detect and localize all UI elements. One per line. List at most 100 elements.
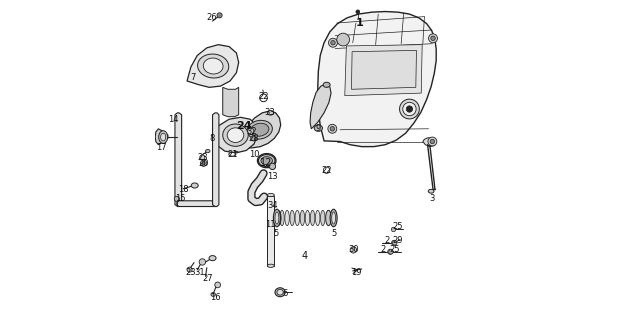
Ellipse shape (310, 210, 315, 226)
Polygon shape (212, 117, 258, 153)
Polygon shape (345, 45, 422, 96)
Text: 27: 27 (203, 274, 213, 283)
Circle shape (201, 160, 207, 166)
Ellipse shape (267, 194, 274, 197)
Circle shape (248, 128, 254, 134)
Polygon shape (238, 111, 281, 148)
Circle shape (406, 106, 413, 112)
Ellipse shape (198, 54, 229, 78)
Text: 11: 11 (265, 220, 276, 229)
Circle shape (388, 249, 393, 254)
Circle shape (430, 139, 435, 144)
Circle shape (269, 163, 276, 170)
Text: 20: 20 (198, 159, 209, 168)
Ellipse shape (275, 212, 279, 224)
Circle shape (199, 259, 206, 265)
Text: 24: 24 (237, 121, 252, 131)
Polygon shape (177, 201, 217, 206)
Bar (267, 196, 274, 266)
Ellipse shape (267, 264, 274, 268)
Ellipse shape (259, 155, 275, 167)
Circle shape (251, 136, 256, 141)
Text: 6: 6 (282, 289, 288, 298)
Text: 10: 10 (248, 150, 259, 159)
Text: 13: 13 (267, 172, 278, 181)
Text: 31: 31 (194, 268, 204, 277)
Ellipse shape (305, 210, 309, 226)
Text: 9: 9 (316, 124, 321, 133)
Text: 23: 23 (198, 153, 208, 162)
Circle shape (428, 34, 438, 43)
Ellipse shape (191, 183, 198, 188)
Ellipse shape (267, 111, 274, 115)
Text: 30: 30 (348, 245, 359, 254)
Polygon shape (223, 87, 238, 117)
Ellipse shape (277, 289, 283, 295)
Text: 5: 5 (273, 229, 278, 238)
Text: 29: 29 (392, 236, 403, 245)
Ellipse shape (300, 210, 304, 226)
Ellipse shape (203, 58, 223, 74)
Text: 19: 19 (351, 268, 361, 277)
Circle shape (260, 94, 267, 102)
Ellipse shape (261, 157, 272, 164)
Text: 22: 22 (259, 92, 269, 101)
Text: 25: 25 (389, 245, 399, 254)
Ellipse shape (403, 102, 416, 116)
Ellipse shape (295, 210, 299, 226)
Text: 2: 2 (384, 236, 390, 245)
Ellipse shape (285, 210, 289, 226)
Ellipse shape (331, 212, 335, 224)
Ellipse shape (428, 189, 434, 193)
Ellipse shape (247, 120, 272, 139)
Text: 25: 25 (392, 222, 403, 231)
Text: 32: 32 (246, 127, 257, 136)
Circle shape (431, 36, 435, 41)
Circle shape (389, 250, 393, 254)
Ellipse shape (211, 292, 215, 296)
Circle shape (328, 38, 337, 47)
Text: 33: 33 (265, 108, 276, 117)
Ellipse shape (223, 124, 248, 146)
Polygon shape (213, 113, 219, 206)
Polygon shape (245, 123, 258, 141)
Ellipse shape (330, 209, 337, 227)
Text: 3: 3 (430, 194, 435, 204)
Ellipse shape (276, 210, 281, 226)
Text: 21: 21 (227, 150, 238, 159)
Text: 8: 8 (209, 134, 214, 143)
Circle shape (337, 33, 350, 46)
Ellipse shape (314, 125, 323, 131)
Text: 28: 28 (248, 134, 259, 143)
Circle shape (331, 41, 335, 45)
Text: 1: 1 (355, 18, 363, 28)
Text: 16: 16 (210, 293, 220, 302)
Circle shape (200, 155, 205, 160)
Polygon shape (423, 138, 435, 147)
Ellipse shape (209, 256, 216, 261)
Circle shape (328, 124, 337, 133)
Text: 17: 17 (156, 143, 167, 152)
Ellipse shape (290, 210, 294, 226)
Text: 23: 23 (185, 268, 196, 277)
Ellipse shape (274, 209, 281, 227)
Circle shape (202, 162, 205, 165)
Text: 12: 12 (260, 158, 272, 168)
Text: 26: 26 (206, 13, 217, 22)
Ellipse shape (160, 133, 165, 141)
Ellipse shape (326, 210, 331, 226)
Polygon shape (352, 50, 416, 89)
Text: 2: 2 (381, 245, 386, 254)
Text: 15: 15 (175, 194, 186, 204)
Ellipse shape (250, 123, 269, 136)
Circle shape (214, 282, 221, 288)
Circle shape (428, 137, 437, 146)
Circle shape (330, 126, 335, 131)
Circle shape (187, 267, 192, 272)
Circle shape (392, 241, 397, 245)
Circle shape (174, 196, 179, 201)
Ellipse shape (323, 82, 330, 87)
Text: 4: 4 (302, 251, 308, 261)
Text: 5: 5 (331, 229, 337, 238)
Ellipse shape (275, 288, 285, 297)
